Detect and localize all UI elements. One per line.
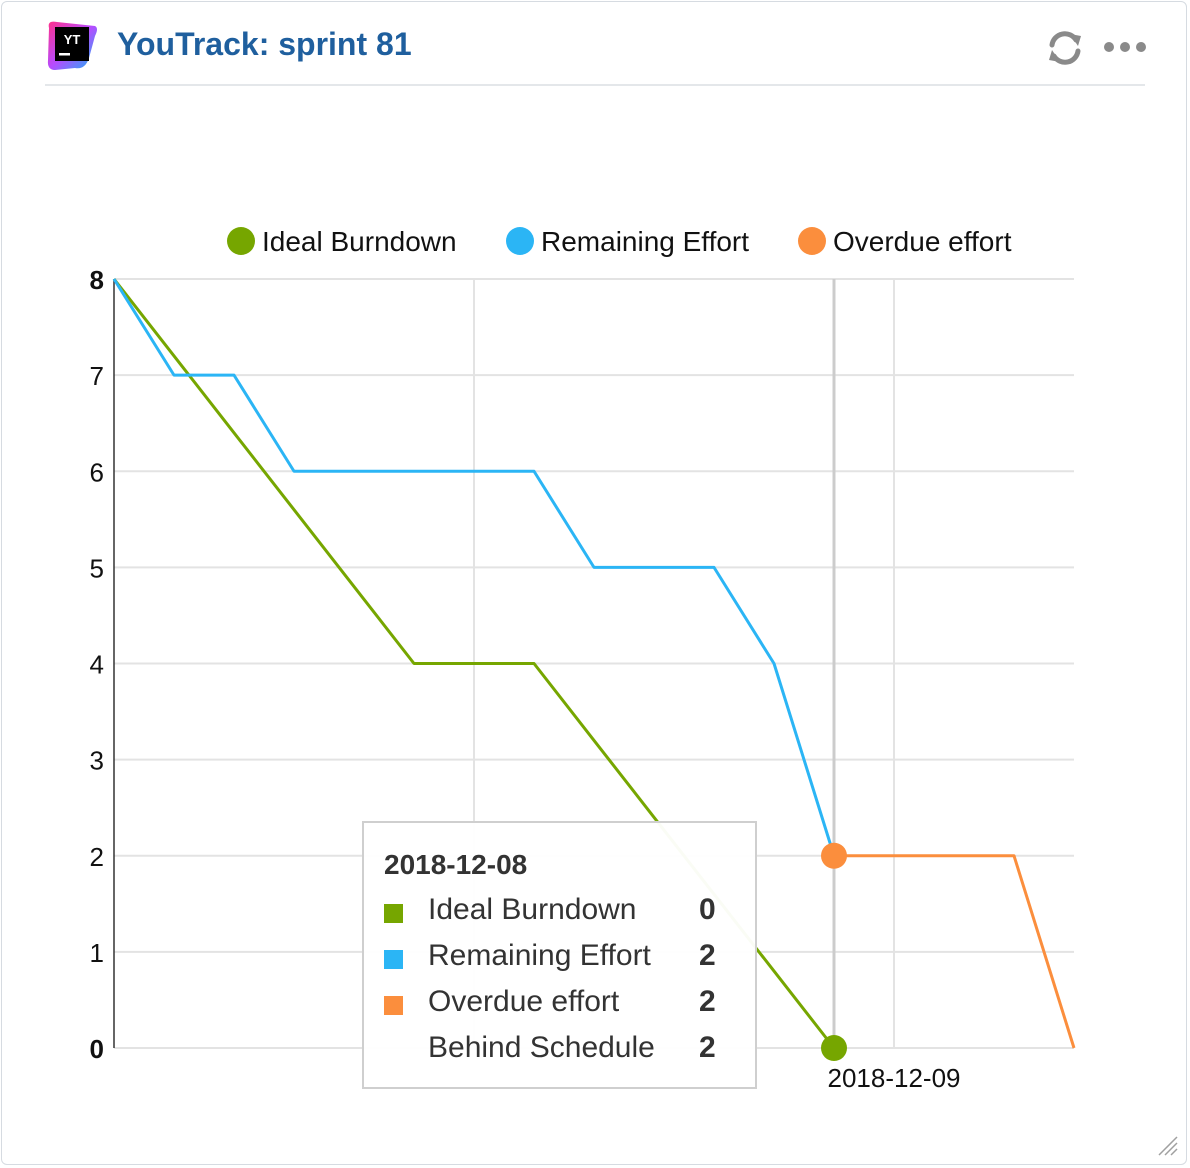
- y-tick-label: 3: [90, 746, 104, 776]
- y-tick-label: 6: [90, 457, 104, 487]
- y-tick-label: 7: [90, 361, 104, 391]
- tooltip-label: Remaining Effort: [428, 939, 651, 972]
- legend-label: Overdue effort: [833, 226, 1012, 257]
- hover-marker-ideal-burndown: [821, 1035, 847, 1061]
- y-tick-label: 5: [90, 553, 104, 583]
- tooltip-value: 2: [699, 985, 716, 1018]
- tooltip-date: 2018-12-08: [384, 849, 528, 880]
- tooltip-swatch: [384, 950, 403, 969]
- logo-text: YT: [64, 32, 81, 47]
- legend-label: Ideal Burndown: [262, 226, 457, 257]
- series-line-overdue-effort: [834, 854, 1076, 1049]
- tooltip-value: 0: [699, 893, 716, 926]
- tooltip-label: Ideal Burndown: [428, 893, 637, 926]
- resize-grip-icon[interactable]: [1155, 1133, 1179, 1157]
- widget-header: YT YouTrack: sprint 81: [45, 14, 1147, 86]
- y-tick-label: 1: [90, 938, 104, 968]
- tooltip-label: Behind Schedule: [428, 1031, 655, 1064]
- tooltip-swatch: [384, 904, 403, 923]
- legend-marker: [798, 227, 826, 255]
- chart-tooltip: 2018-12-08 Ideal Burndown 0 Remaining Ef…: [362, 821, 757, 1089]
- legend-marker: [506, 227, 534, 255]
- y-tick-label: 0: [90, 1034, 104, 1064]
- x-axis: 2018-12-09: [828, 1063, 961, 1093]
- tooltip-swatch: [384, 996, 403, 1015]
- y-axis: 0 1 2 3 4 5 6 7 8: [90, 265, 115, 1064]
- tooltip-row-overdue: Overdue effort 2: [384, 985, 724, 1025]
- series-line-remaining-effort: [112, 278, 836, 857]
- tooltip-value: 2: [699, 1031, 716, 1064]
- widget-title[interactable]: YouTrack: sprint 81: [117, 26, 412, 62]
- y-tick-label: 4: [90, 650, 104, 680]
- tooltip-row-ideal: Ideal Burndown 0: [384, 893, 724, 933]
- tooltip-row-behind: Behind Schedule 2: [384, 1031, 724, 1071]
- legend-label: Remaining Effort: [541, 226, 749, 257]
- x-tick-label: 2018-12-09: [828, 1063, 961, 1093]
- more-dots-icon[interactable]: [1103, 40, 1147, 54]
- y-tick-label: 8: [90, 265, 104, 295]
- hover-markers: [821, 842, 847, 1061]
- tooltip-value: 2: [699, 939, 716, 972]
- tooltip-label: Overdue effort: [428, 985, 620, 1018]
- chart-legend: Ideal Burndown Remaining Effort Overdue ef…: [227, 226, 1012, 257]
- hover-marker-overdue-effort: [821, 842, 847, 869]
- refresh-icon[interactable]: [1045, 28, 1085, 68]
- tooltip-row-remaining: Remaining Effort 2: [384, 939, 724, 979]
- legend-marker: [227, 227, 255, 255]
- y-tick-label: 2: [90, 842, 104, 872]
- youtrack-logo-icon: YT: [47, 21, 97, 71]
